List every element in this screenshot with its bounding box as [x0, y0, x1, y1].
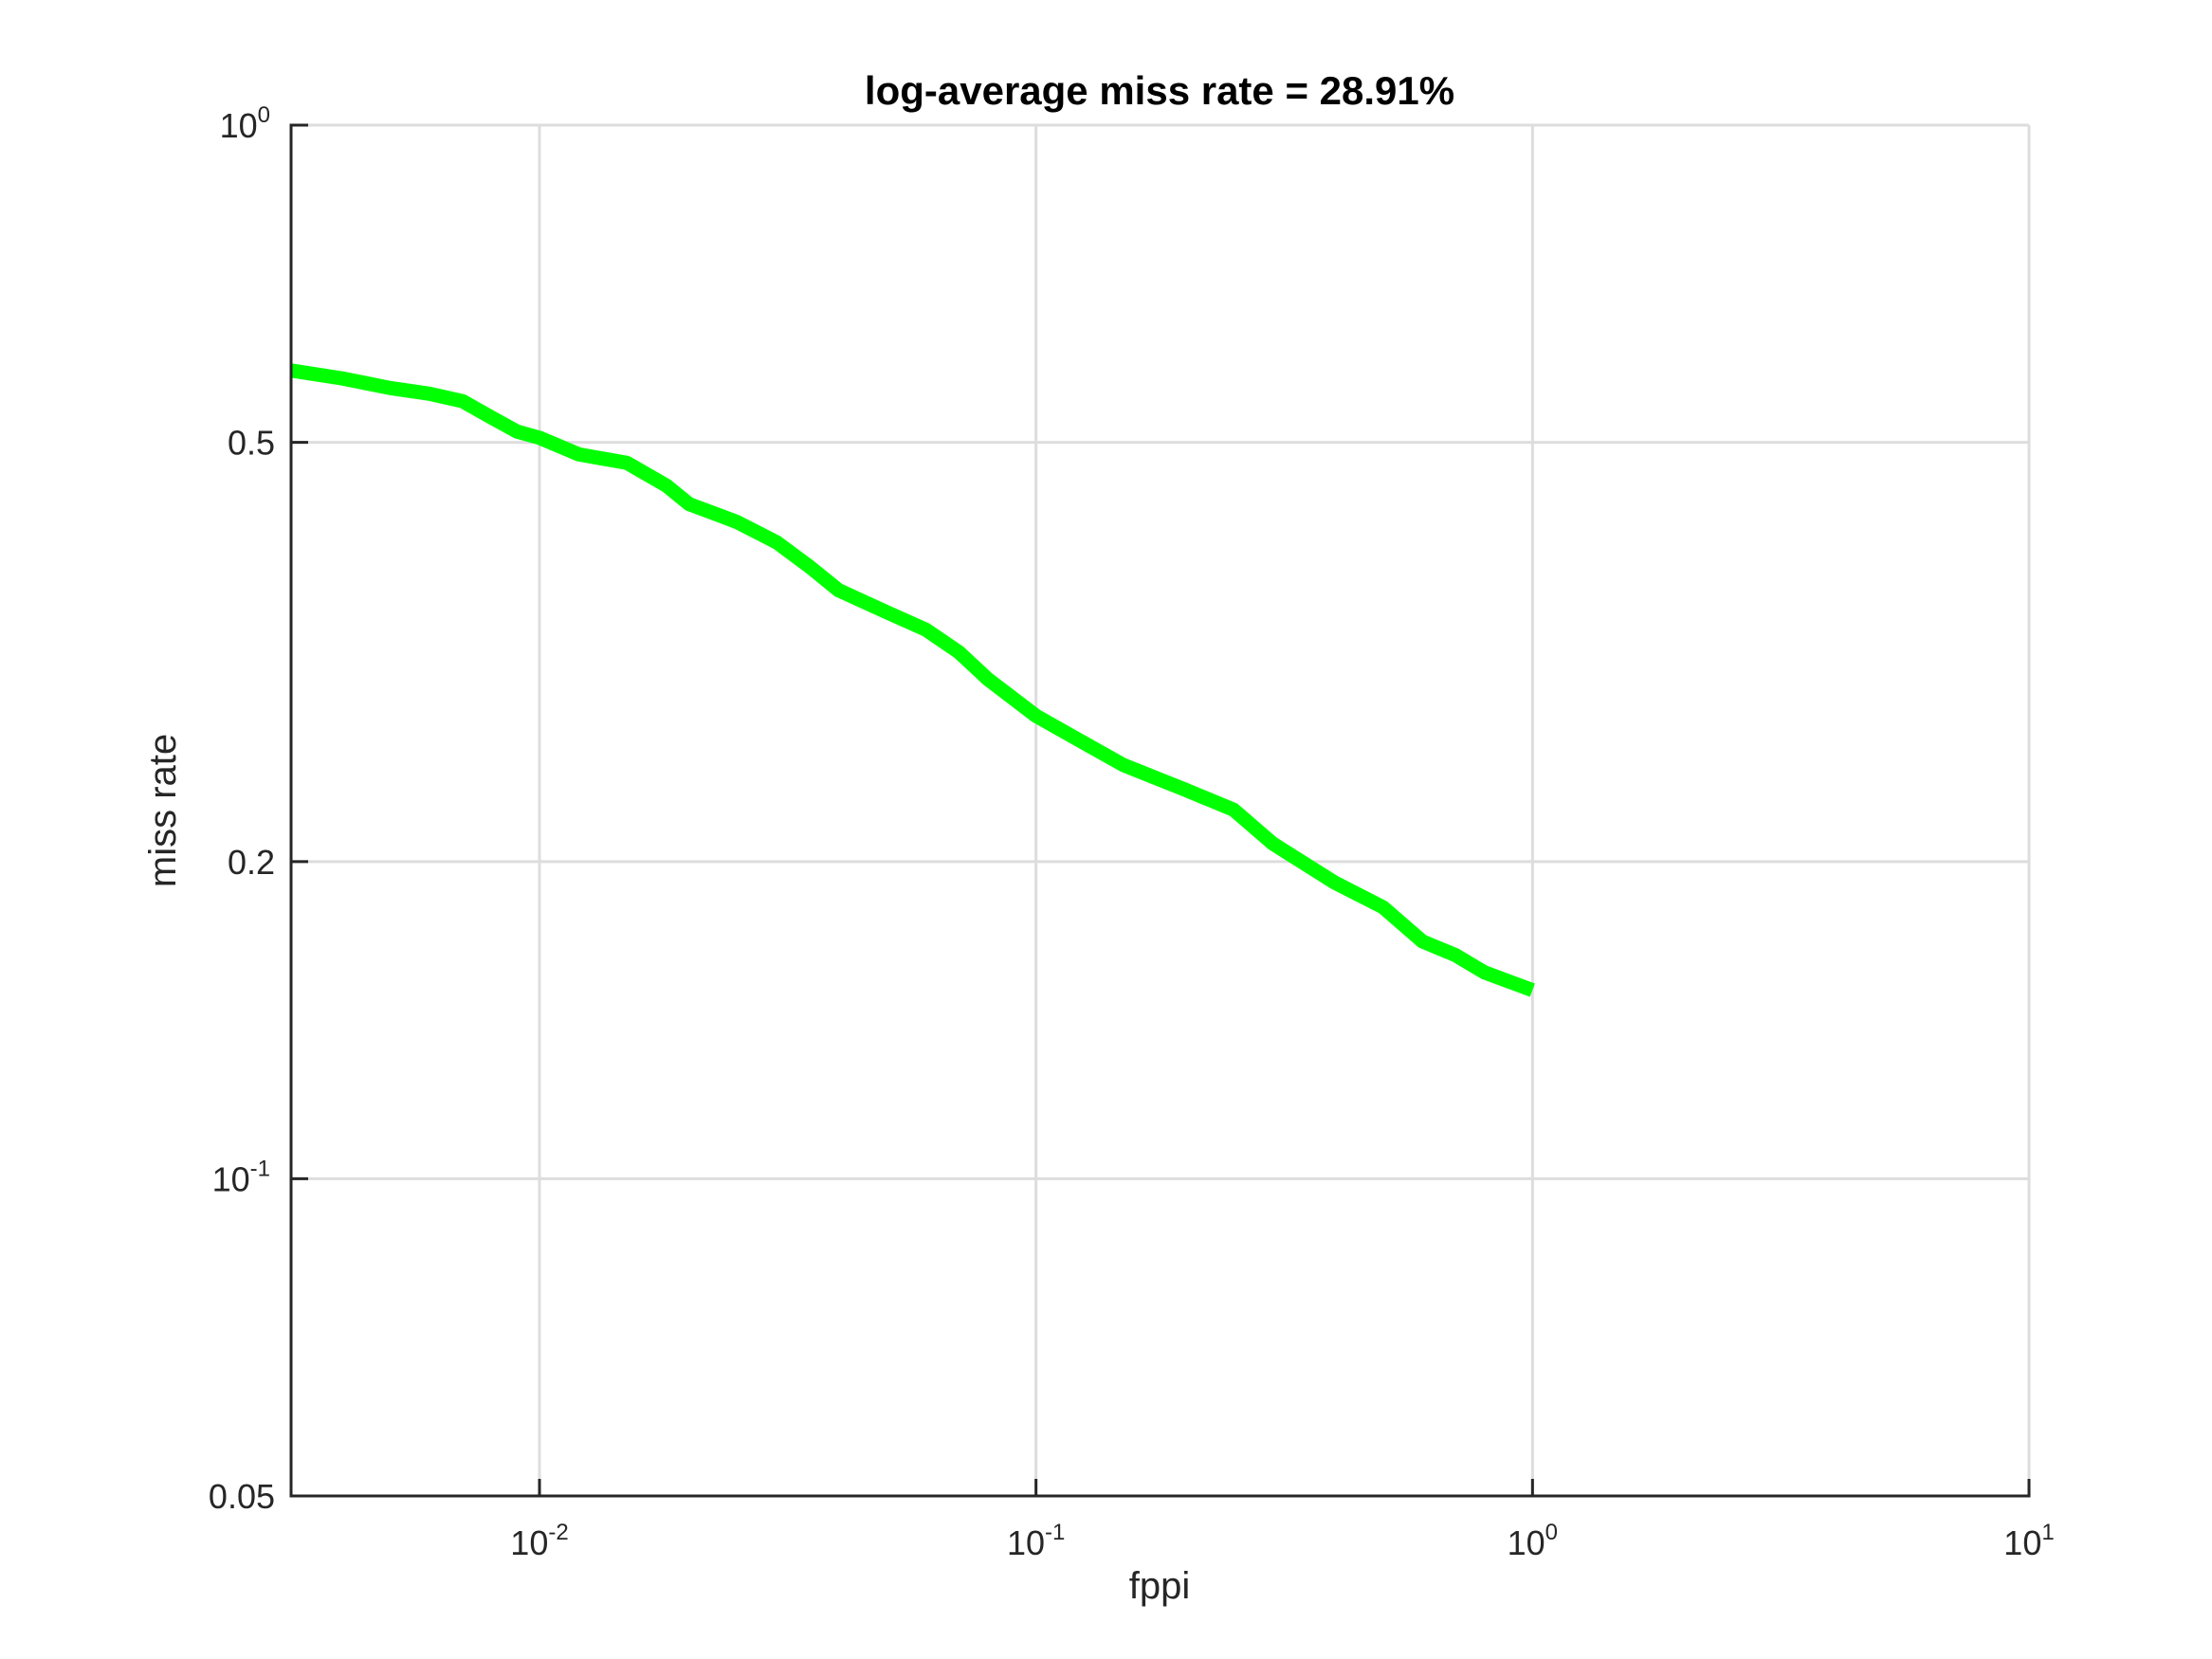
series-layer — [289, 363, 1535, 997]
y-axis-label: miss rate — [142, 734, 184, 887]
x-tick-label-0: 10-2 — [510, 1520, 568, 1562]
tick-labels: 10-2 10-1 100 101 0.05 10-1 0.2 0.5 100 — [209, 102, 2055, 1562]
y-tick-label-2: 0.2 — [228, 843, 275, 882]
y-tick-label-0: 0.05 — [209, 1477, 275, 1516]
plot-area — [291, 125, 2029, 1496]
y-tick-label-3: 0.5 — [228, 424, 275, 463]
x-tick-label-2: 100 — [1508, 1520, 1558, 1562]
x-tick-label-1: 10-1 — [1007, 1520, 1065, 1562]
x-axis-label: fppi — [1129, 1565, 1191, 1607]
grid — [291, 123, 2031, 1498]
y-tick-label-1: 10-1 — [212, 1156, 270, 1198]
series-line-0 — [289, 363, 1535, 997]
x-tick-label-3: 101 — [2003, 1520, 2054, 1562]
axes — [289, 123, 2031, 1498]
y-tick-label-4: 100 — [220, 102, 270, 145]
chart-title: log-average miss rate = 28.91% — [865, 68, 1454, 113]
